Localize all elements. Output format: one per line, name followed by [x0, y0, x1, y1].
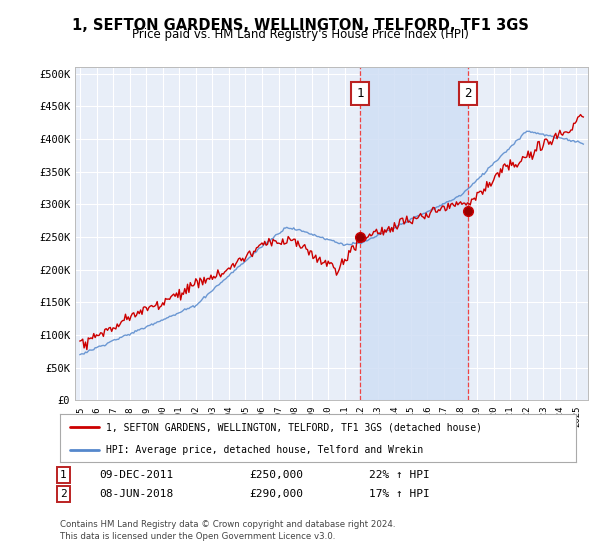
Text: 22% ↑ HPI: 22% ↑ HPI — [369, 470, 430, 480]
Text: 2: 2 — [60, 489, 67, 499]
Text: 1, SEFTON GARDENS, WELLINGTON, TELFORD, TF1 3GS (detached house): 1, SEFTON GARDENS, WELLINGTON, TELFORD, … — [106, 422, 482, 432]
Text: Price paid vs. HM Land Registry's House Price Index (HPI): Price paid vs. HM Land Registry's House … — [131, 28, 469, 41]
Text: HPI: Average price, detached house, Telford and Wrekin: HPI: Average price, detached house, Telf… — [106, 445, 424, 455]
Text: 09-DEC-2011: 09-DEC-2011 — [99, 470, 173, 480]
Text: 1: 1 — [356, 87, 364, 100]
Text: 08-JUN-2018: 08-JUN-2018 — [99, 489, 173, 499]
Text: Contains HM Land Registry data © Crown copyright and database right 2024.
This d: Contains HM Land Registry data © Crown c… — [60, 520, 395, 541]
Text: 2: 2 — [464, 87, 472, 100]
Text: £290,000: £290,000 — [249, 489, 303, 499]
Text: 1, SEFTON GARDENS, WELLINGTON, TELFORD, TF1 3GS: 1, SEFTON GARDENS, WELLINGTON, TELFORD, … — [71, 18, 529, 33]
Text: 1: 1 — [60, 470, 67, 480]
Text: 17% ↑ HPI: 17% ↑ HPI — [369, 489, 430, 499]
Bar — [360, 67, 468, 400]
Text: £250,000: £250,000 — [249, 470, 303, 480]
